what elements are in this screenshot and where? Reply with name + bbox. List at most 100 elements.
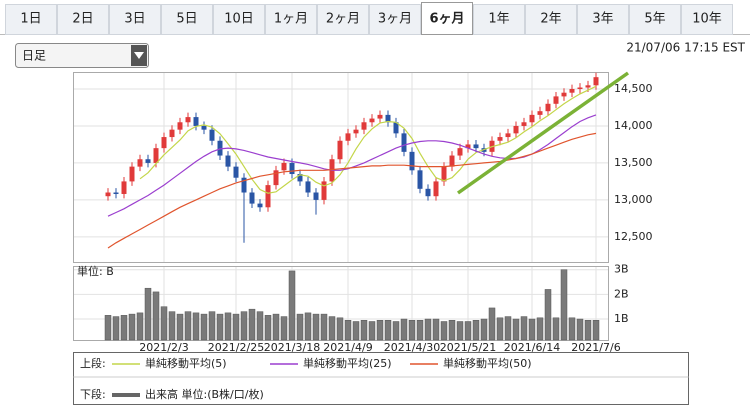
- tab[interactable]: 3日: [109, 4, 161, 35]
- volume-bar: [280, 316, 288, 341]
- tab-bg: [473, 4, 525, 35]
- candle-body: [345, 133, 351, 141]
- candle-body: [585, 85, 591, 88]
- tab-bg: [109, 4, 161, 35]
- dropdown-arrow: [134, 52, 144, 59]
- volume-bar: [528, 318, 536, 341]
- tab[interactable]: 5日: [161, 4, 213, 35]
- tab-bg: [5, 4, 57, 35]
- tab-label: 5年: [644, 12, 665, 27]
- tab-bg: [577, 4, 629, 35]
- tab-label: 2日: [72, 12, 93, 27]
- x-tick-label: 2021/4/30: [384, 341, 440, 354]
- candle-body: [337, 140, 343, 160]
- volume-bar: [296, 313, 304, 341]
- candle-body: [553, 96, 559, 104]
- volume-bar: [408, 320, 416, 341]
- candle-body: [369, 118, 375, 123]
- x-tick-label: 2021/6/14: [504, 341, 560, 354]
- x-tick-label: 2021/7/6: [571, 341, 620, 354]
- volume-bar: [536, 317, 544, 341]
- timestamp: 21/07/06 17:15 EST: [626, 41, 745, 55]
- candle-body: [385, 114, 391, 123]
- volume-bar: [304, 312, 312, 341]
- tab-bg: [369, 4, 421, 35]
- candle-body: [305, 181, 311, 193]
- tab-label: 6ヶ月: [429, 12, 464, 27]
- volume-bar: [472, 320, 480, 341]
- interval-dropdown-label: 日足: [22, 49, 46, 63]
- tab[interactable]: 2年: [525, 4, 577, 35]
- volume-bar: [144, 287, 152, 341]
- volume-bar: [568, 317, 576, 341]
- tab[interactable]: 6ヶ月: [421, 2, 473, 35]
- candle-body: [521, 122, 527, 126]
- tab[interactable]: 1ヶ月: [265, 4, 317, 35]
- x-tick-label: 2021/3/18: [264, 341, 320, 354]
- volume-bar: [552, 317, 560, 341]
- candle-body: [505, 133, 511, 138]
- candle-body: [513, 125, 519, 134]
- volume-bar: [488, 307, 496, 341]
- tab[interactable]: 2ヶ月: [317, 4, 369, 35]
- candle-body: [201, 125, 207, 130]
- candle-body: [577, 87, 583, 90]
- y-tick-label: 14,500: [614, 82, 653, 95]
- y-tick-label: 13,500: [614, 156, 653, 169]
- tab-label: 2ヶ月: [326, 12, 360, 27]
- tab[interactable]: 2日: [57, 4, 109, 35]
- volume-bar: [152, 291, 160, 341]
- candle-body: [409, 151, 415, 171]
- interval-dropdown[interactable]: [15, 43, 149, 68]
- y-tick-label: 14,000: [614, 119, 653, 132]
- volume-bar: [464, 321, 472, 341]
- volume-bar: [584, 320, 592, 341]
- candle-body: [545, 103, 551, 112]
- tab[interactable]: 5年: [629, 4, 681, 35]
- volume-bar: [512, 318, 520, 341]
- volume-bar: [272, 313, 280, 341]
- tab[interactable]: 3ヶ月: [369, 4, 421, 35]
- volume-bar: [336, 317, 344, 341]
- tab-bg: [57, 4, 109, 35]
- volume-bar: [456, 321, 464, 341]
- tab-label: 1ヶ月: [274, 12, 308, 27]
- tab[interactable]: 10年: [681, 4, 733, 35]
- volume-bar: [360, 320, 368, 341]
- tab[interactable]: 10日: [213, 4, 265, 35]
- tab-label: 10日: [224, 12, 254, 27]
- y-tick-label: 3B: [614, 263, 629, 276]
- candle-body: [377, 114, 383, 119]
- y-tick-label: 1B: [614, 312, 629, 325]
- volume-bar: [128, 313, 136, 341]
- volume-bar: [200, 313, 208, 341]
- price-panel: [73, 72, 609, 263]
- tab[interactable]: 1日: [5, 4, 57, 35]
- legend-label: 単純移動平均(5): [145, 356, 227, 370]
- candle-body: [569, 89, 575, 93]
- volume-bar: [496, 317, 504, 341]
- volume-bar: [312, 313, 320, 341]
- volume-bar: [376, 320, 384, 341]
- tab[interactable]: 3年: [577, 4, 629, 35]
- candle-body: [193, 117, 199, 126]
- tab[interactable]: 1年: [473, 4, 525, 35]
- candle-body: [289, 162, 295, 175]
- tab-bar: 1日 2日 3日 5日 10日 1ヶ月 2ヶ月 3ヶ月 6ヶ月 1年 2年 3年 5年 10年: [5, 2, 733, 35]
- volume-bar: [368, 321, 376, 341]
- y-tick-label: 13,000: [614, 193, 653, 206]
- volume-bar: [192, 312, 200, 341]
- candle-body: [169, 129, 175, 138]
- candle-body: [177, 122, 183, 130]
- candle-body: [593, 77, 599, 86]
- candle-body: [209, 129, 215, 141]
- volume-bar: [112, 316, 120, 341]
- y-tick-label: 12,500: [614, 230, 653, 243]
- volume-bar: [320, 313, 328, 341]
- candle-body: [145, 159, 151, 163]
- volume-bar: [504, 316, 512, 341]
- volume-bar: [448, 320, 456, 341]
- candle-body: [161, 137, 167, 149]
- volume-bar: [208, 311, 216, 341]
- volume-bar: [184, 311, 192, 341]
